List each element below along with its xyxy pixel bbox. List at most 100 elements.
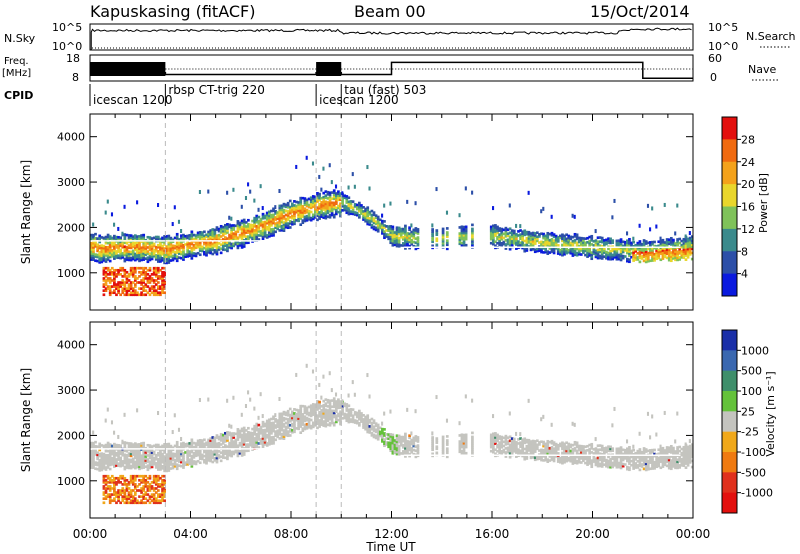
power-cell bbox=[626, 243, 629, 247]
velocity-cell bbox=[414, 409, 417, 414]
power-cell bbox=[464, 243, 468, 247]
power-cell bbox=[554, 244, 558, 248]
velocity-cell bbox=[175, 451, 179, 454]
power-cell bbox=[669, 239, 673, 242]
power-cell bbox=[504, 239, 508, 242]
velocity-cell bbox=[498, 447, 501, 451]
velocity-cell bbox=[234, 442, 238, 446]
power-cell bbox=[190, 248, 194, 252]
velocity-cell bbox=[531, 451, 535, 455]
velocity-cell bbox=[584, 457, 587, 461]
power-cell bbox=[192, 237, 196, 241]
velocity-cell bbox=[129, 450, 133, 454]
power-cell bbox=[391, 243, 395, 247]
power-cell bbox=[399, 229, 403, 233]
power-cell bbox=[393, 241, 397, 245]
power-cell bbox=[257, 223, 261, 227]
power-cell bbox=[628, 260, 631, 264]
velocity-cell bbox=[318, 412, 321, 416]
power-cell bbox=[659, 258, 663, 262]
power-cell bbox=[590, 236, 594, 240]
power-cell bbox=[523, 239, 527, 243]
velocity-cell bbox=[510, 443, 514, 447]
velocity-cell bbox=[504, 436, 508, 440]
velocity-cell bbox=[510, 439, 514, 442]
power-cell bbox=[607, 247, 610, 251]
power-cell bbox=[521, 232, 525, 236]
velocity-cell bbox=[238, 433, 242, 437]
power-cell bbox=[205, 249, 208, 253]
power-cell bbox=[567, 250, 571, 254]
velocity-cell bbox=[334, 416, 338, 420]
power-cell bbox=[188, 236, 192, 239]
power-cell bbox=[556, 244, 560, 247]
power-cell bbox=[230, 230, 233, 234]
power-cell bbox=[125, 275, 129, 278]
velocity-cell bbox=[525, 455, 529, 458]
velocity-cell bbox=[98, 454, 102, 458]
velocity-cell bbox=[301, 417, 305, 420]
power-cell bbox=[295, 204, 298, 208]
power-cell bbox=[341, 196, 344, 200]
velocity-cell bbox=[550, 446, 554, 449]
power-cell bbox=[598, 240, 602, 243]
power-cell bbox=[381, 221, 384, 225]
power-cell bbox=[257, 238, 261, 241]
velocity-cell bbox=[138, 443, 141, 446]
power-cell bbox=[328, 193, 332, 197]
velocity-cell bbox=[171, 454, 175, 458]
power-cell bbox=[512, 231, 516, 235]
velocity-cell bbox=[540, 456, 543, 460]
velocity-cell bbox=[301, 423, 305, 426]
velocity-cell bbox=[324, 422, 328, 426]
velocity-cell bbox=[136, 465, 139, 469]
nave-label: Nave bbox=[748, 63, 776, 76]
velocity-cell bbox=[316, 400, 319, 403]
velocity-cell bbox=[416, 450, 420, 454]
velocity-cell bbox=[525, 438, 529, 442]
power-cell bbox=[276, 221, 280, 225]
velocity-cell bbox=[471, 398, 474, 403]
velocity-cell bbox=[299, 417, 303, 420]
power-cell bbox=[628, 248, 631, 251]
velocity-cell bbox=[500, 441, 504, 445]
power-cell bbox=[569, 235, 573, 239]
power-cell bbox=[236, 230, 240, 233]
velocity-cell bbox=[406, 444, 409, 447]
velocity-cell bbox=[291, 430, 294, 434]
velocity-cell bbox=[297, 425, 300, 429]
power-cell bbox=[345, 197, 349, 200]
power-cell bbox=[571, 239, 575, 243]
velocity-cell bbox=[207, 457, 210, 460]
power-cell bbox=[123, 259, 127, 263]
velocity-cell bbox=[167, 442, 171, 446]
power-cell bbox=[462, 244, 466, 247]
power-cell bbox=[565, 243, 568, 247]
power-cell bbox=[228, 245, 231, 249]
power-cell bbox=[351, 210, 355, 214]
power-cell bbox=[406, 244, 409, 247]
power-cell bbox=[284, 219, 288, 223]
velocity-cell bbox=[125, 456, 129, 459]
power-cell bbox=[527, 232, 531, 236]
velocity-cell bbox=[192, 441, 196, 445]
velocity-cell bbox=[253, 426, 257, 430]
velocity-cell bbox=[307, 423, 311, 427]
power-cell bbox=[414, 237, 418, 240]
velocity-cell bbox=[471, 447, 474, 451]
power-cell bbox=[165, 253, 169, 257]
velocity-cell bbox=[234, 448, 238, 452]
velocity-cell bbox=[161, 448, 164, 452]
velocity-cell bbox=[261, 420, 265, 424]
power-cell bbox=[362, 218, 365, 221]
power-cell bbox=[311, 197, 315, 200]
power-cell bbox=[265, 219, 269, 223]
power-cell bbox=[496, 231, 499, 235]
velocity-cell bbox=[276, 419, 280, 422]
power-cell bbox=[115, 246, 118, 249]
power-cell bbox=[127, 258, 131, 262]
velocity-cell bbox=[133, 456, 137, 460]
power-cell bbox=[360, 206, 363, 209]
power-cell bbox=[378, 218, 382, 222]
power-cell bbox=[98, 244, 102, 248]
